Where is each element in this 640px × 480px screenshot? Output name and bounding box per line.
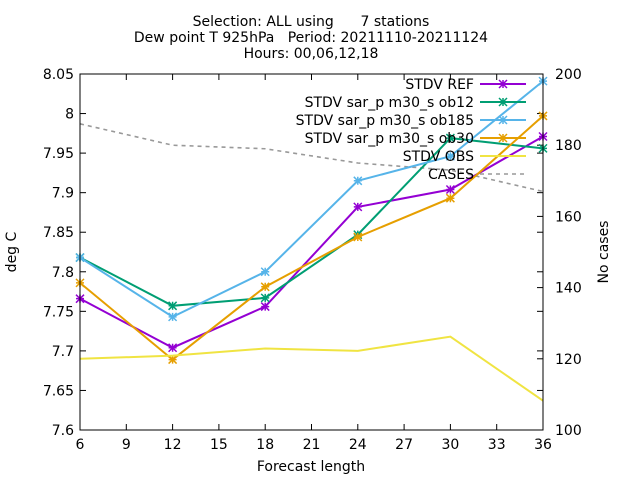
title-line: Selection: ALL using 7 stations (193, 14, 430, 30)
series-line-stdv-obs (79, 335, 544, 402)
legend-entry: STDV sar_p m30_s ob30 (305, 131, 526, 147)
x-tick-label: 36 (534, 437, 552, 453)
series-cases (79, 123, 544, 193)
legend-marker (498, 115, 508, 125)
data-point (260, 302, 270, 312)
title-line: Dew point T 925hPa Period: 20211110-2021… (134, 30, 488, 46)
x-tick-label: 6 (76, 437, 85, 453)
legend-label: STDV sar_p m30_s ob30 (305, 131, 474, 147)
legend-entry: STDV OBS (403, 149, 526, 165)
x-tick-label: 21 (303, 437, 321, 453)
legend-label: STDV sar_p m30_s ob185 (296, 113, 474, 129)
x-axis-ticks: 6 9 12 15 18 21 24 27 30 33 36 (76, 74, 552, 453)
legend-entry: STDV sar_p m30_s ob12 (305, 95, 526, 111)
y-axis-ticks: 7.6 7.65 7.7 7.75 7.8 7.85 7.9 7.95 8 8.05 (43, 67, 543, 439)
y-tick-label: 7.85 (43, 225, 74, 241)
x-tick-label: 33 (488, 437, 506, 453)
series-line-stdv-ref (79, 135, 544, 349)
data-point (445, 193, 455, 203)
y-tick-label: 7.6 (52, 423, 74, 439)
data-point (445, 133, 455, 143)
series-line-stdv-sar-p-m30-s-ob30 (79, 115, 544, 361)
y-tick-label: 7.9 (52, 186, 74, 202)
data-point (445, 151, 455, 161)
series-stdv-ref (75, 131, 548, 353)
x-axis-label: Forecast length (257, 459, 365, 475)
data-point (353, 232, 363, 242)
data-point (260, 282, 270, 292)
plot-frame (79, 73, 544, 431)
y-tick-label: 7.75 (43, 304, 74, 320)
y-tick-label: 7.95 (43, 146, 74, 162)
data-point (168, 312, 178, 322)
y2-tick-label: 160 (555, 209, 582, 225)
series-stdv-sar-p-m30-s-ob12 (75, 133, 548, 311)
x-tick-label: 9 (122, 437, 131, 453)
legend-marker (498, 79, 508, 89)
data-point (445, 184, 455, 195)
x-tick-label: 15 (210, 437, 228, 453)
data-point (260, 267, 270, 277)
series-line-cases (79, 123, 544, 193)
y2-tick-label: 120 (555, 352, 582, 368)
legend-label: CASES (428, 167, 474, 183)
series-lines (75, 76, 548, 402)
x-tick-label: 18 (256, 437, 274, 453)
legend-marker (498, 133, 508, 143)
y2-tick-label: 200 (555, 67, 582, 83)
series-line-stdv-sar-p-m30-s-ob185 (79, 80, 544, 319)
legend-marker (498, 97, 508, 107)
data-point (168, 301, 178, 311)
series-stdv-sar-p-m30-s-ob30 (75, 111, 548, 365)
data-point (168, 343, 178, 353)
data-point (353, 202, 363, 212)
series-line-stdv-sar-p-m30-s-ob12 (79, 137, 544, 307)
series-stdv-obs (79, 335, 544, 402)
data-point (168, 355, 178, 365)
legend-entry: CASES (428, 167, 526, 183)
data-point (260, 293, 270, 303)
legend-label: STDV REF (405, 77, 474, 93)
title-line: Hours: 00,06,12,18 (244, 46, 379, 62)
y-tick-label: 7.65 (43, 383, 74, 399)
y2-axis-label: No cases (596, 221, 612, 284)
y-tick-label: 8.05 (43, 67, 74, 83)
y-axis-label: deg C (4, 231, 20, 272)
y2-tick-label: 100 (555, 423, 582, 439)
legend-entry: STDV REF (405, 77, 526, 93)
y-tick-label: 7.7 (52, 344, 74, 360)
x-tick-label: 12 (164, 437, 182, 453)
x-tick-label: 24 (349, 437, 367, 453)
y2-tick-label: 140 (555, 281, 582, 297)
x-tick-label: 27 (395, 437, 413, 453)
y2-tick-label: 180 (555, 138, 582, 154)
legend-entry: STDV sar_p m30_s ob185 (296, 113, 526, 129)
y-tick-label: 8 (65, 107, 74, 123)
legend-label: STDV OBS (403, 149, 474, 165)
legend-label: STDV sar_p m30_s ob12 (305, 95, 474, 111)
y-tick-label: 7.8 (52, 265, 74, 281)
data-point (353, 176, 363, 186)
y2-axis-ticks: 100 120 140 160 180 200 (537, 67, 582, 439)
x-tick-label: 30 (441, 437, 459, 453)
legend: STDV REF STDV sar_p m30_s ob12 STDV sar_p … (296, 77, 526, 183)
